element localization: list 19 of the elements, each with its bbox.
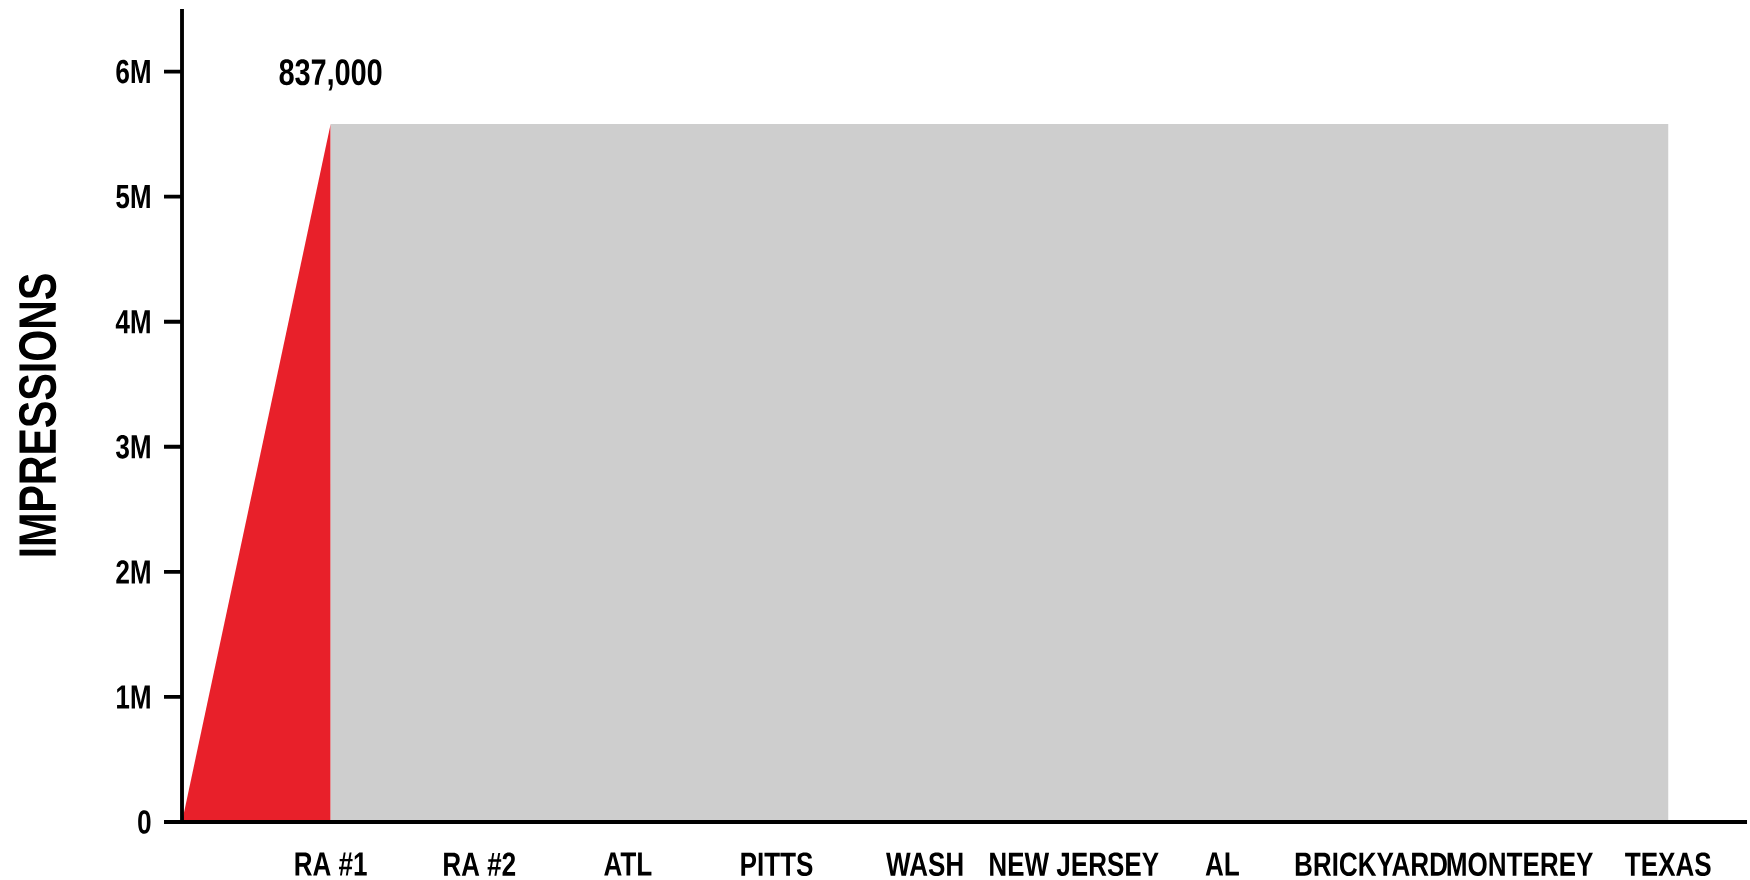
y-tick-label: 3M <box>116 434 150 459</box>
x-tick-label: AL <box>1205 852 1239 876</box>
x-tick-label: NEW JERSEY <box>990 852 1159 877</box>
x-tick-label: PITTS <box>741 852 813 877</box>
y-tick-label: 0 <box>138 810 151 834</box>
y-tick-label: 5M <box>116 184 150 209</box>
x-tick-label: BRICKYARD <box>1295 852 1447 877</box>
x-tick-label: WASH <box>886 852 963 877</box>
x-tick-label: ATL <box>604 852 652 876</box>
y-axis-title: IMPRESSIONS <box>18 274 57 556</box>
annotation: 837,000 <box>279 59 382 91</box>
y-tick-label: 4M <box>115 310 150 334</box>
x-tick-label: MONTEREY <box>1447 852 1593 877</box>
x-tick-label: TEXAS <box>1625 852 1711 877</box>
x-tick-label: RA #1 <box>295 852 367 876</box>
y-tick-label: 6M <box>116 59 150 84</box>
x-tick-label: RA #2 <box>444 852 516 876</box>
y-tick-label: 2M <box>116 560 150 584</box>
y-tick-label: 1M <box>117 685 150 709</box>
